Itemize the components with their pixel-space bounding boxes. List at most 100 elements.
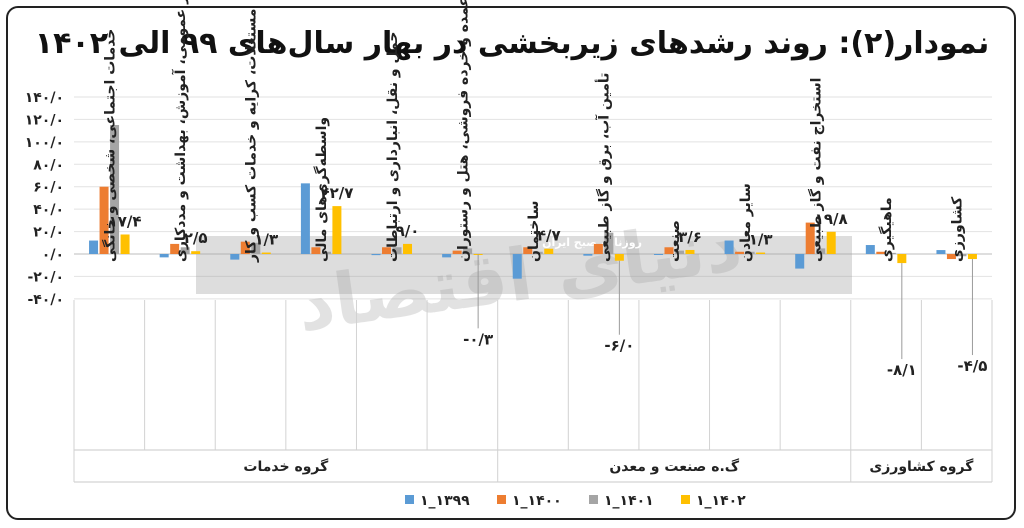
bar [795,254,805,269]
bar [463,248,473,254]
bar [735,251,745,254]
bar [230,254,240,260]
bar [403,243,413,254]
data-label: ۴/۷ [537,227,561,245]
bar [826,231,836,254]
bar [816,248,826,254]
bar [251,242,261,254]
bar [120,234,130,254]
bar [967,254,977,260]
data-label: ۱/۳ [749,231,773,249]
data-label: ۱۹/۸ [815,210,848,228]
data-label: ۱۷/۴ [109,212,142,230]
data-label: ۲/۵ [184,229,208,247]
legend-label: ۱_۱۴۰۰ [512,493,562,509]
bar [876,251,886,254]
y-tick-label: ۰/۰ [42,247,64,263]
bar [886,252,896,254]
bar [614,254,624,261]
legend-label: ۱_۱۴۰۲ [696,493,746,509]
legend-swatch [497,495,506,504]
bar [674,250,684,254]
bar [865,245,875,254]
category-label: ماهیگیری [878,197,895,262]
data-label: -۶/۰ [604,337,634,355]
bar [805,222,815,254]
y-tick-label: ۶۰/۰ [33,180,64,196]
category-label: واسطه‌گری‌های مالی [313,117,330,262]
y-tick-label: ۸۰/۰ [33,157,64,173]
category-label: سایر معادن [738,183,754,262]
bar [110,125,120,255]
bar [311,247,321,254]
bar [512,254,522,279]
watermark-subtext: روزنامه صبح ایران [542,236,642,249]
bar [240,241,250,254]
chart-title: نمودار(۲): روند رشدهای زیربخشی در بهار س… [34,26,990,61]
y-tick-label: ۱۴۰/۰ [25,90,64,106]
data-label: -۴/۵ [957,357,987,375]
bar [300,183,310,254]
bar [523,247,533,254]
group-label: گروه کشاورزی [869,458,974,475]
bar [544,248,554,254]
legend-label: ۱_۱۴۰۱ [604,493,654,509]
gridlines [74,96,992,300]
bar [604,232,614,254]
group-label: گ.ه صنعت و معدن [609,458,739,475]
category-label: کشاورزی [950,196,966,262]
bar [936,250,946,254]
data-label: ۹/۰ [396,222,420,240]
data-label: ۴۲/۷ [320,184,353,202]
y-tick-label: ۴۰/۰ [33,202,64,218]
category-label: امور عمومی، آموزش، بهداشت و مددکاری [171,0,189,262]
bar [756,252,766,254]
bar [957,254,967,257]
bar [685,249,695,254]
bar [332,206,342,254]
y-tick-label: -۴۰/۰ [27,292,64,308]
bar [382,247,392,254]
bar [261,252,271,254]
bar [371,254,381,256]
category-label: استخراج نفت و گاز طبیعی [807,78,824,262]
bar [653,254,663,255]
data-label: ۳/۶ [678,228,702,246]
y-tick-label: ۲۰/۰ [33,225,64,241]
bar [946,254,956,260]
bar [89,240,99,254]
group-label: گروه خدمات [243,458,329,475]
category-label: عمده و خرده فروشی، هتل و رستوران [455,0,471,262]
labels: کشاورزی ماهیگیری استخراج نفت و گاز طبیعی سا… [101,0,987,475]
data-label: -۰/۳ [463,330,493,348]
bar [452,250,462,254]
axes: -۴۰/۰ -۲۰/۰ ۰/۰ ۲۰/۰ ۴۰/۰ ۶۰/۰ ۸۰/۰ ۱۰۰/۰ ۱۲۰/۰ ۱… [25,90,993,483]
bar [724,240,734,254]
category-label: ساختمان [526,201,542,262]
y-tick-label: ۱۲۰/۰ [25,112,64,128]
legend: ۱_۱۳۹۹ ۱_۱۴۰۰ ۱_۱۴۰۱ ۱_۱۴۰۲ [405,493,746,509]
category-label: تأمین آب، برق و گاز طبیعی [595,73,613,262]
bar [533,251,543,254]
bar [99,186,109,254]
bar [664,247,674,254]
data-label: ۱/۳ [254,231,278,249]
legend-label: ۱_۱۳۹۹ [420,493,470,509]
bar [593,243,603,254]
y-tick-label: ۱۰۰/۰ [25,135,64,151]
y-tick-label: -۲۰/۰ [27,269,64,285]
bar [745,251,755,254]
legend-swatch [405,495,414,504]
bar [583,254,593,256]
bar [897,254,907,264]
category-label: صنعت [667,220,683,262]
bar [321,251,331,254]
data-label: -۸/۱ [887,361,917,379]
bars [89,125,977,279]
bar [170,243,180,254]
category-label: خدمات اجتماعی، شخصی و خانگی [101,29,118,262]
legend-swatch [589,495,598,504]
bar [159,254,169,258]
bar [442,254,452,258]
